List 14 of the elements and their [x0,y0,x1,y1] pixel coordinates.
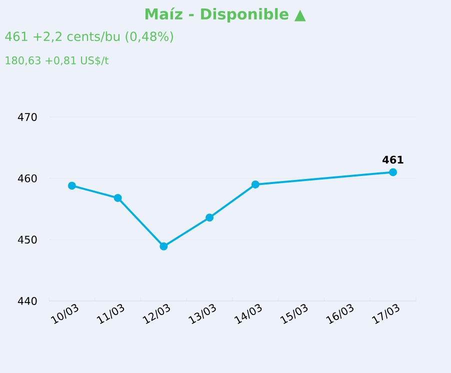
y-tick-label: 450 [18,236,37,244]
y-tick-label: 460 [18,174,37,182]
data-label: 461 [382,156,404,164]
point [389,168,398,176]
point [251,180,260,188]
y-tick-label: 440 [18,297,37,305]
chart-subtitle: 461 +2,2 cents/bu (0,48%) [5,31,173,43]
y-tick-label: 470 [18,113,37,121]
point [114,194,122,202]
point [206,214,214,222]
point [160,242,168,250]
text: 180,63 +0,81 US$/t [6,56,109,66]
point [68,182,76,190]
chart-title: Maíz - Disponible ▲ [145,7,306,23]
